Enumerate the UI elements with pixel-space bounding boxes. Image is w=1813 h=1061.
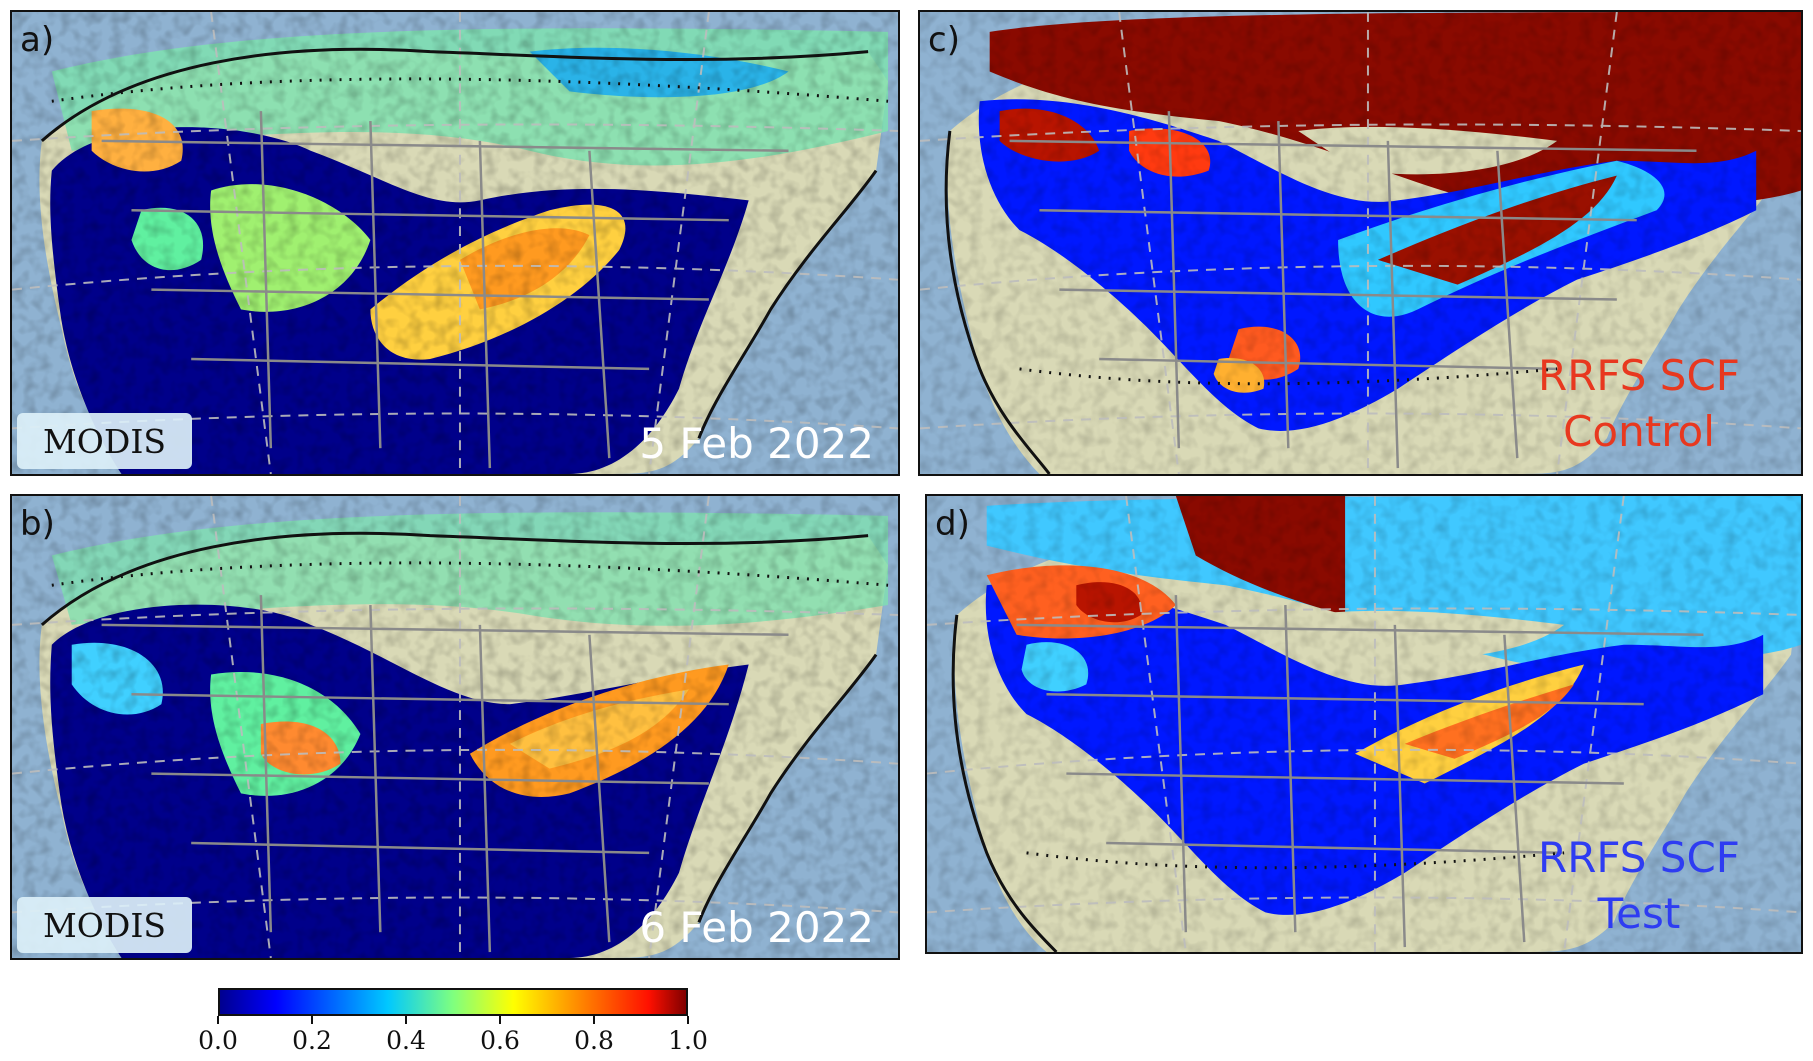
- snow-cover-map-d: [927, 496, 1801, 952]
- run-label-line1: RRFS SCF: [1538, 833, 1740, 882]
- run-label-line2: Test: [1597, 889, 1681, 938]
- panel-letter: a): [20, 20, 55, 60]
- date-label: 6 Feb 2022: [639, 903, 874, 952]
- snow-cover-map-b: [12, 496, 898, 958]
- snow-cover-map-a: [12, 12, 898, 474]
- run-label-line2: Control: [1563, 407, 1715, 456]
- colorbar-tick: [593, 1016, 595, 1024]
- colorbar-tick: [311, 1016, 313, 1024]
- colorbar-tick-label: 0.0: [198, 1026, 238, 1055]
- colorbar-tick-label: 0.2: [292, 1026, 332, 1055]
- panel-letter: c): [928, 20, 960, 60]
- map-panel-a: a) MODIS 5 Feb 2022: [10, 10, 900, 476]
- snow-cover-map-c: [920, 12, 1801, 474]
- panel-letter: d): [935, 504, 970, 544]
- colorbar-tick-label: 0.4: [386, 1026, 426, 1055]
- colorbar: [218, 988, 688, 1016]
- date-label: 5 Feb 2022: [639, 419, 874, 468]
- panel-letter: b): [20, 504, 55, 544]
- map-panel-d: d) RRFS SCF Test: [925, 494, 1803, 954]
- map-panel-c: c) RRFS SCF Control: [918, 10, 1803, 476]
- colorbar-tick-label: 1.0: [668, 1026, 708, 1055]
- colorbar-tick-label: 0.6: [480, 1026, 520, 1055]
- map-panel-b: b) MODIS 6 Feb 2022: [10, 494, 900, 960]
- colorbar-tick: [687, 1016, 689, 1024]
- colorbar-tick: [499, 1016, 501, 1024]
- colorbar-tick: [217, 1016, 219, 1024]
- run-label-line1: RRFS SCF: [1538, 351, 1740, 400]
- colorbar-tick-label: 0.8: [574, 1026, 614, 1055]
- source-badge: MODIS: [17, 897, 192, 953]
- source-badge: MODIS: [17, 413, 192, 469]
- run-label: RRFS SCF Control: [1499, 348, 1779, 460]
- run-label: RRFS SCF Test: [1499, 830, 1779, 942]
- colorbar-tick: [405, 1016, 407, 1024]
